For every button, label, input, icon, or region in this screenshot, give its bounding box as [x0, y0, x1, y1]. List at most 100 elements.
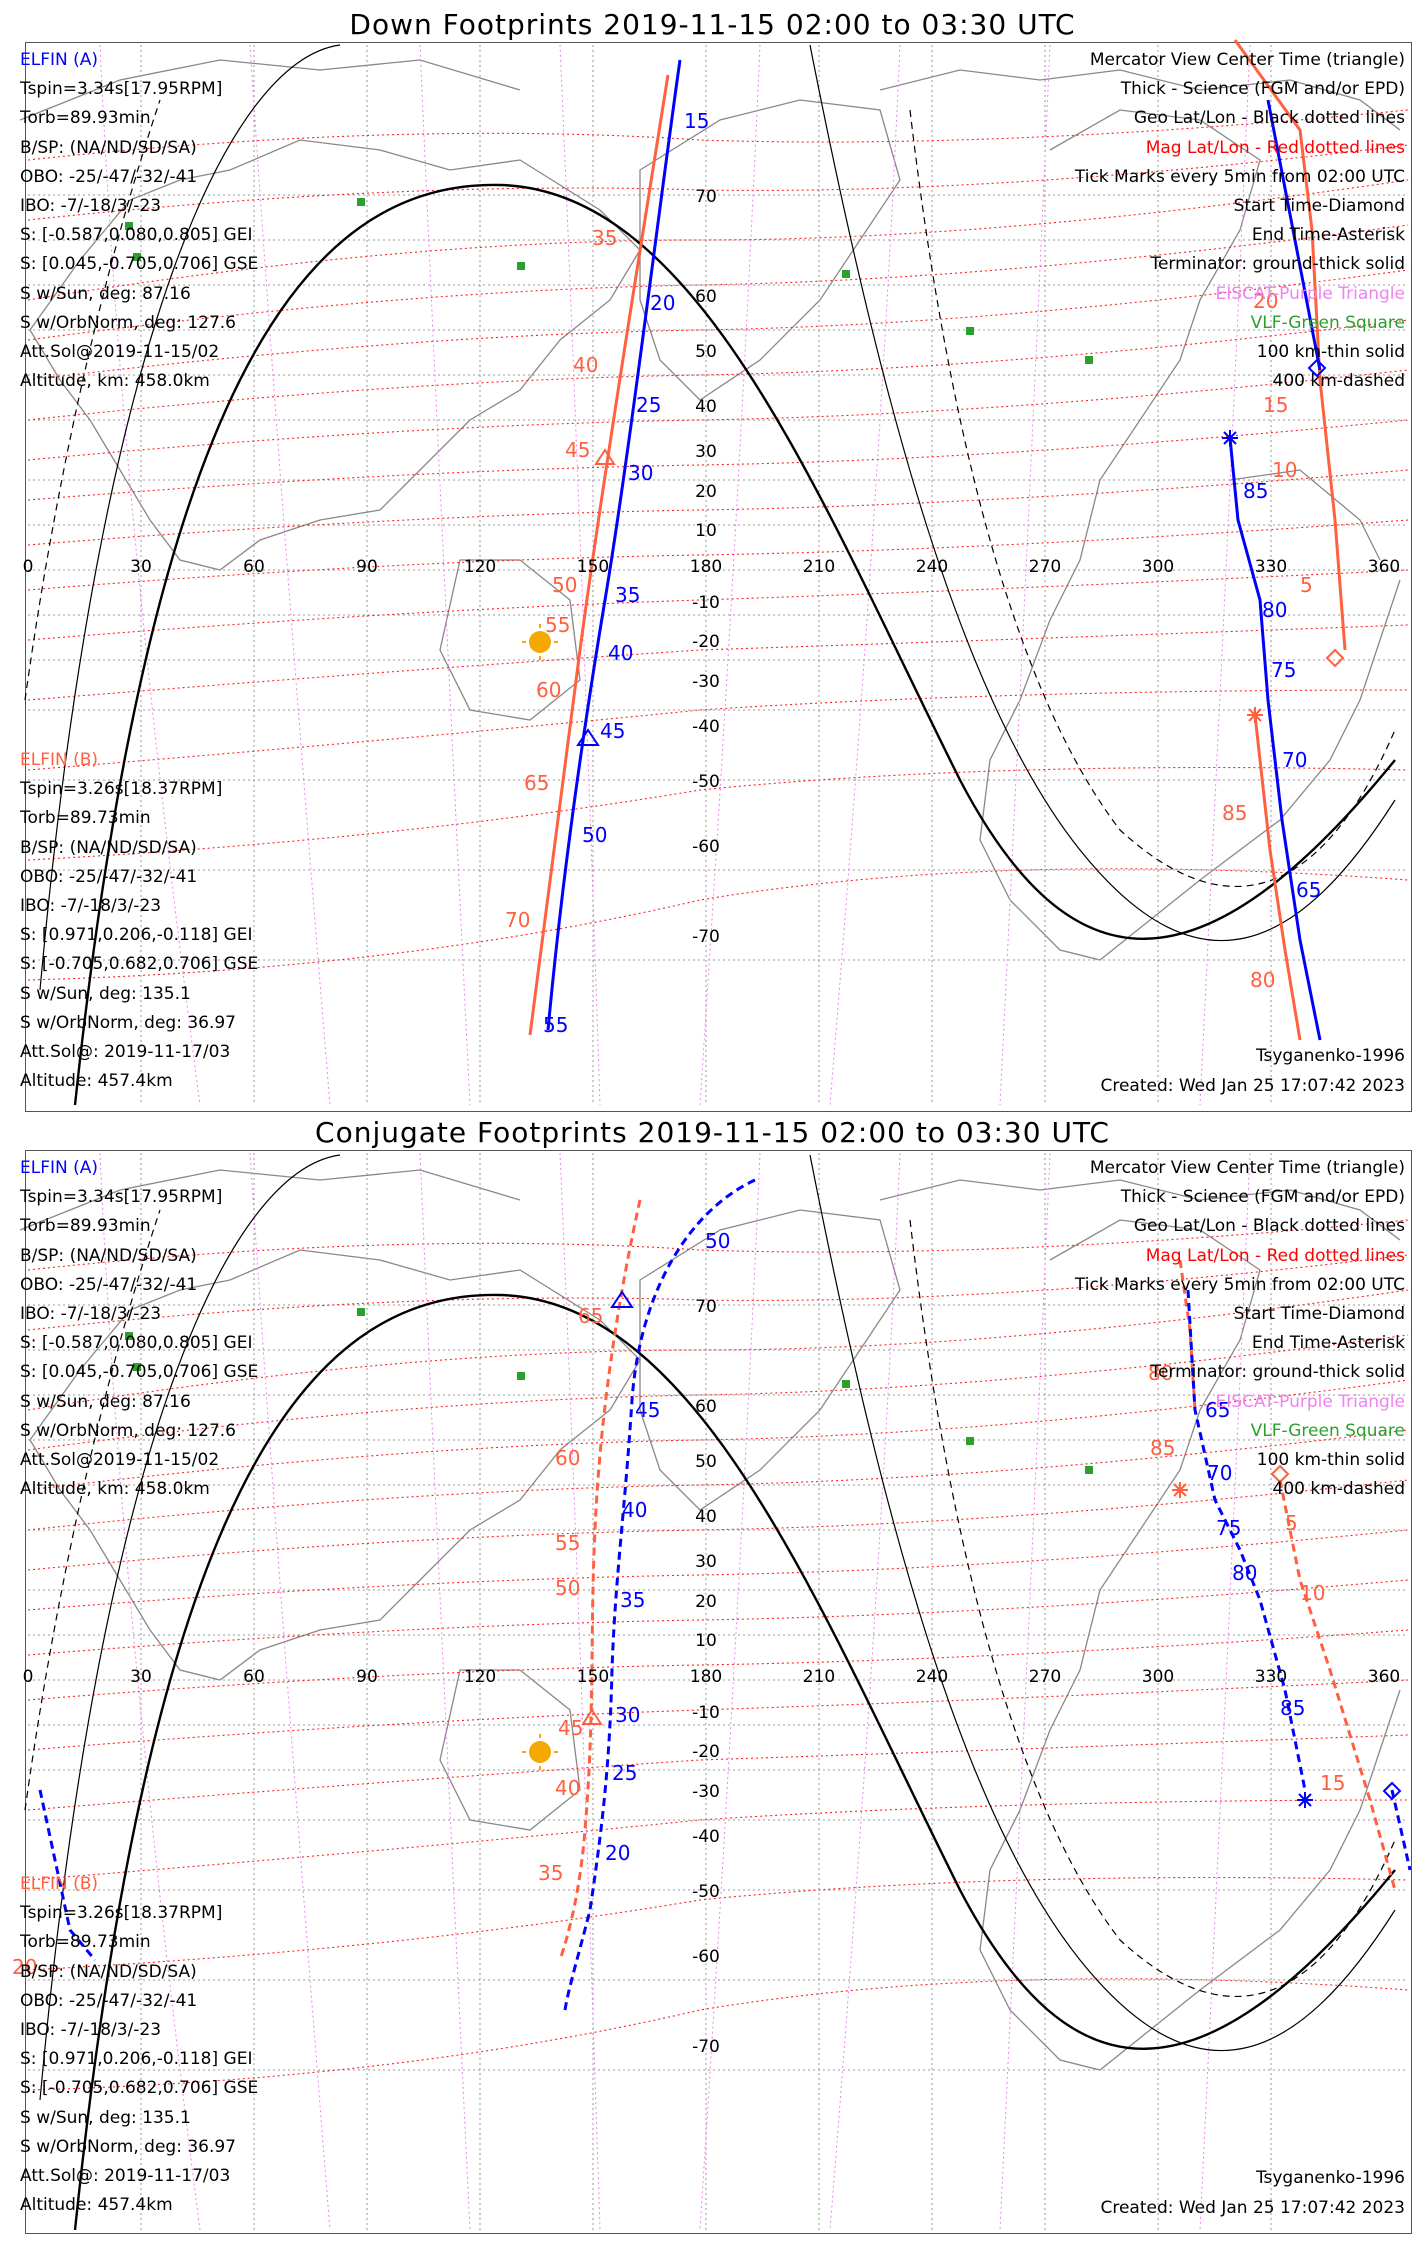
lat-label: -50 [692, 1882, 720, 1902]
elfin-a-info: ELFIN (A) Tspin=3.34s[17.95RPM] Torb=89.… [20, 46, 258, 396]
legend-item: Thick - Science (FGM and/or EPD) [1120, 1187, 1405, 1208]
legend-item: Mercator View Center Time (triangle) [1089, 50, 1405, 70]
lat-label: 70 [695, 187, 717, 207]
tick-label: 80 [1148, 1361, 1173, 1385]
tick-label: 80 [1232, 1561, 1257, 1585]
tick-label: 80 [1250, 968, 1275, 992]
panel-title: Down Footprints 2019-11-15 02:00 to 03:3… [349, 8, 1076, 41]
legend-item: 400 km-dashed [1272, 371, 1405, 392]
tick-label: 85 [1280, 1696, 1305, 1720]
center-triangle-b [594, 448, 616, 465]
lon-label: 240 [916, 557, 948, 577]
lat-label: 50 [695, 342, 717, 362]
model-name: Tsyganenko-1996 [1255, 2168, 1405, 2188]
tick-label: 10 [1272, 458, 1297, 482]
start-diamond-b [1270, 1464, 1290, 1484]
mercator-map-conjugate: 0 30 60 90 120 150 180 210 240 270 300 3… [12, 1152, 1412, 2231]
lat-label: -30 [692, 1782, 720, 1802]
legend-item: EISCAT-Purple Triangle [1215, 1391, 1405, 1412]
lat-label: 10 [695, 1631, 717, 1651]
tick-label: 45 [600, 719, 625, 743]
lat-label: -60 [692, 837, 720, 857]
tick-label: 50 [582, 823, 607, 847]
lon-label: 210 [803, 1667, 835, 1687]
lon-label: 90 [356, 557, 378, 577]
lon-label: 30 [130, 1667, 152, 1687]
legend-item: Terminator: ground-thick solid [1150, 1362, 1405, 1383]
lat-label: -40 [692, 717, 720, 737]
tick-label: 35 [620, 1588, 645, 1612]
tick-label: 35 [592, 226, 617, 250]
created-timestamp: Created: Wed Jan 25 17:07:42 2023 [1100, 1076, 1405, 1096]
start-diamond-a [1307, 358, 1327, 378]
sun-icon [522, 624, 558, 660]
lat-labels: 70 60 50 40 30 20 10 -10 -20 -30 -40 -50… [692, 1297, 720, 2057]
tick-label: 50 [555, 1576, 580, 1600]
legend-item: Mag Lat/Lon - Red dotted lines [1145, 137, 1405, 158]
info-line: Tspin=3.26s[18.37RPM] [20, 779, 223, 800]
elfin-b-info: ELFIN (B) Tspin=3.26s[18.37RPM] Torb=89.… [20, 746, 258, 1096]
tick-label: 65 [1205, 1398, 1230, 1422]
legend-item: 100 km-thin solid [1256, 1449, 1405, 1470]
info-line: Torb=89.93min [20, 1216, 151, 1237]
lon-labels: 0 30 60 90 120 150 180 210 240 270 300 3… [23, 557, 1401, 577]
lon-label: 330 [1255, 557, 1287, 577]
elfin-a-info: ELFIN (A) Tspin=3.34s[17.95RPM] Torb=89.… [20, 1154, 258, 1504]
lat-label: 20 [695, 1592, 717, 1612]
down-footprints-panel: Down Footprints 2019-11-15 02:00 to 03:3… [0, 0, 1425, 1120]
track-b-ticks: 65 60 55 50 45 40 35 80 85 5 10 15 20 [12, 1304, 1345, 1979]
tick-label: 70 [1207, 1461, 1232, 1485]
map-frame [25, 1150, 1412, 2234]
vlf-stations [125, 1308, 1093, 1474]
lat-label: 40 [695, 1507, 717, 1527]
tick-label: 45 [558, 1716, 583, 1740]
coastlines [19, 1169, 1401, 2071]
end-asterisk-b [1247, 707, 1263, 723]
info-line: IBO: -7/-18/3/-23 [20, 195, 162, 216]
info-line: S: [-0.587,0.080,0.805] GEI [20, 1333, 253, 1354]
info-line: S w/Sun, deg: 87.16 [20, 283, 191, 304]
lon-label: 150 [577, 1667, 609, 1687]
tick-label: 20 [12, 1955, 37, 1979]
info-line: Att.Sol@: 2019-11-17/03 [20, 2165, 231, 2186]
lat-label: 70 [695, 1297, 717, 1317]
tick-label: 85 [1243, 479, 1268, 503]
lat-label: -70 [692, 2037, 720, 2057]
info-line: S: [0.971,0.206,-0.118] GEI [20, 2049, 253, 2070]
lat-label: -70 [692, 927, 720, 947]
legend-item: Start Time-Diamond [1233, 1303, 1405, 1324]
legend-item: VLF-Green Square [1250, 1420, 1405, 1441]
lat-label: -20 [692, 632, 720, 652]
lat-label: 20 [695, 482, 717, 502]
lon-label: 270 [1029, 1667, 1061, 1687]
tick-label: 40 [555, 1776, 580, 1800]
mag-lon-lines [99, 1152, 1251, 2231]
info-line: Altitude: 457.4km [20, 2195, 173, 2216]
lat-label: -40 [692, 1827, 720, 1847]
lat-label: 60 [695, 1397, 717, 1417]
tick-label: 45 [635, 1398, 660, 1422]
lon-label: 120 [464, 557, 496, 577]
start-diamond-a [1382, 1781, 1402, 1801]
tick-label: 40 [573, 353, 598, 377]
info-line: Altitude: 457.4km [20, 1071, 173, 1092]
center-triangle-a [610, 1290, 634, 1308]
tick-label: 20 [605, 1841, 630, 1865]
legend-item: Tick Marks every 5min from 02:00 UTC [1074, 166, 1405, 187]
elfin-a-track [546, 59, 1322, 1041]
tick-label: 35 [538, 1861, 563, 1885]
tick-label: 20 [650, 291, 675, 315]
info-line: Tspin=3.26s[18.37RPM] [20, 1903, 223, 1924]
lat-label: -30 [692, 672, 720, 692]
lat-label: -10 [692, 593, 720, 613]
track-b-ticks: 35 40 45 50 55 60 65 70 20 15 10 5 85 80 [505, 226, 1313, 992]
lon-label: 60 [243, 557, 265, 577]
tick-label: 15 [1320, 1771, 1345, 1795]
tick-label: 40 [622, 1498, 647, 1522]
legend: Mercator View Center Time (triangle) Thi… [1075, 1154, 1405, 1504]
legend-item: End Time-Asterisk [1251, 1333, 1405, 1354]
lat-label: 30 [695, 442, 717, 462]
info-line: S: [-0.705,0.682,0.706] GSE [20, 2078, 259, 2099]
lon-label: 330 [1255, 1667, 1287, 1687]
tick-label: 60 [555, 1446, 580, 1470]
